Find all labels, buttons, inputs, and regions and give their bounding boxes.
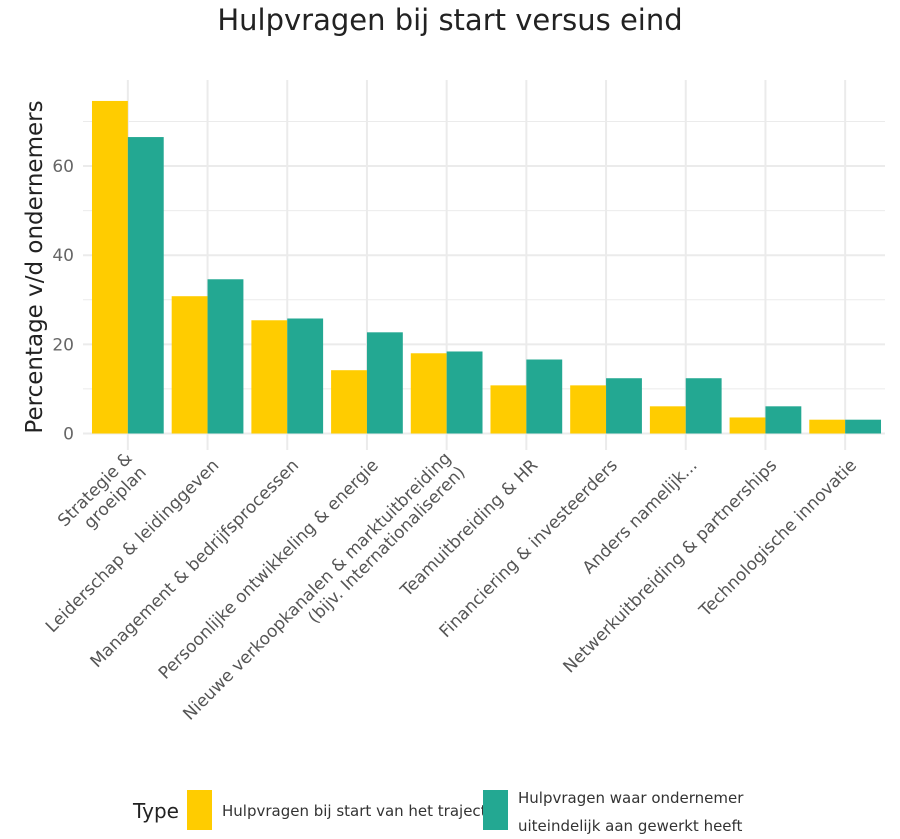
y-axis-label: Percentage v/d ondernemers — [22, 100, 48, 433]
y-tick-label: 0 — [63, 425, 74, 445]
bar-end — [366, 332, 403, 434]
y-tick-label: 60 — [52, 157, 74, 177]
bar-end — [606, 378, 642, 434]
bar-start — [251, 320, 288, 434]
legend-title: Type — [132, 799, 179, 823]
y-tick-label: 40 — [52, 246, 74, 266]
bar-end — [685, 378, 722, 434]
bar-start — [91, 100, 128, 434]
legend-label: Hulpvragen waar ondernemer — [518, 789, 744, 807]
bar-start — [331, 370, 367, 434]
x-tick-label: Nieuwe verkoopkanalen & marktuitbreiding… — [179, 449, 469, 739]
bar-end — [446, 351, 483, 434]
y-tick-label: 20 — [52, 335, 74, 355]
bars — [91, 100, 882, 434]
legend-label: uiteindelijk aan gewerkt heeft — [518, 817, 743, 835]
bar-end — [287, 318, 324, 434]
bar-start — [410, 353, 447, 434]
legend-key — [483, 790, 508, 830]
bar-start — [649, 406, 686, 434]
bar-start — [490, 385, 527, 434]
legend-label: Hulpvragen bij start van het traject — [222, 802, 487, 820]
legend-key — [187, 790, 212, 830]
bar-end — [207, 279, 244, 434]
legend: Type Hulpvragen bij start van het trajec… — [132, 789, 744, 835]
bar-end — [127, 137, 164, 434]
bar-start — [809, 419, 846, 434]
bar-end — [526, 359, 563, 434]
chart-title: Hulpvragen bij start versus eind — [217, 3, 682, 37]
y-ticks: 0 20 40 60 — [52, 157, 74, 444]
bar-start — [570, 385, 607, 434]
x-tick-label-line: Technologische innovatie — [695, 456, 861, 622]
bar-end — [845, 419, 882, 434]
x-tick-label: Technologische innovatie — [695, 456, 861, 622]
bar-end — [765, 406, 802, 434]
bar-start — [171, 296, 208, 434]
bar-start — [729, 417, 766, 434]
